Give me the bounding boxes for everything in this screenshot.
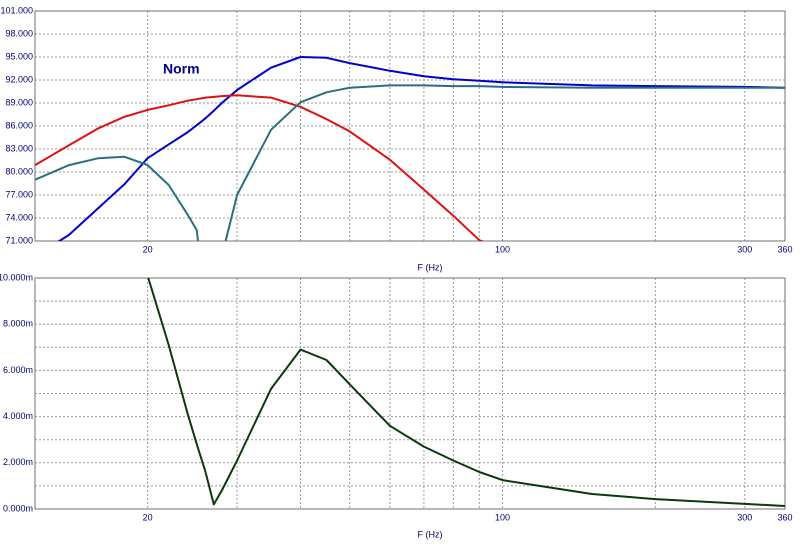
series-line <box>147 278 785 507</box>
plot-border <box>34 10 786 242</box>
x-axis-label: F (Hz) <box>418 262 443 272</box>
plot: 0.000m 2.000m 4.000m 6.000m 8.000m 10.000m 20 1… <box>0 272 793 539</box>
y-tick-label: 101.000 <box>0 5 33 15</box>
x-axis-label: F (Hz) <box>418 529 443 539</box>
y-tick-label: 83.000 <box>5 143 33 153</box>
series-line <box>57 56 785 241</box>
y-tick-label: 6.000m <box>3 365 33 375</box>
x-tick-label: 100 <box>495 244 510 254</box>
y-tick-label: 71.000 <box>5 235 33 245</box>
y-tick-label: 92.000 <box>5 74 33 84</box>
x-tick-label: 100 <box>495 512 510 522</box>
y-tick-label: 74.000 <box>5 212 33 222</box>
x-tick-label: 360 <box>777 244 792 254</box>
plot-border <box>34 277 786 510</box>
x-tick-label: 20 <box>143 244 153 254</box>
y-tick-label: 0.000m <box>3 503 33 513</box>
series-line <box>35 94 485 241</box>
y-tick-label: 2.000m <box>3 457 33 467</box>
x-tick-label: 300 <box>737 244 752 254</box>
x-tick-label: 360 <box>777 512 792 522</box>
series-line <box>35 84 785 241</box>
y-tick-label: 4.000m <box>3 411 33 421</box>
y-tick-label: 80.000 <box>5 166 33 176</box>
x-tick-label: 300 <box>737 512 752 522</box>
y-tick-label: 98.000 <box>5 28 33 38</box>
y-tick-label: 8.000m <box>3 319 33 329</box>
y-tick-label: 95.000 <box>5 51 33 61</box>
y-tick-label: 10.000m <box>0 272 33 282</box>
plot: 71.000 74.000 77.000 80.000 83.000 86.000 89.0… <box>0 5 792 272</box>
y-tick-label: 89.000 <box>5 97 33 107</box>
y-tick-label: 86.000 <box>5 120 33 130</box>
annotation: Norm <box>163 61 200 77</box>
y-tick-label: 77.000 <box>5 189 33 199</box>
x-tick-label: 20 <box>143 512 153 522</box>
